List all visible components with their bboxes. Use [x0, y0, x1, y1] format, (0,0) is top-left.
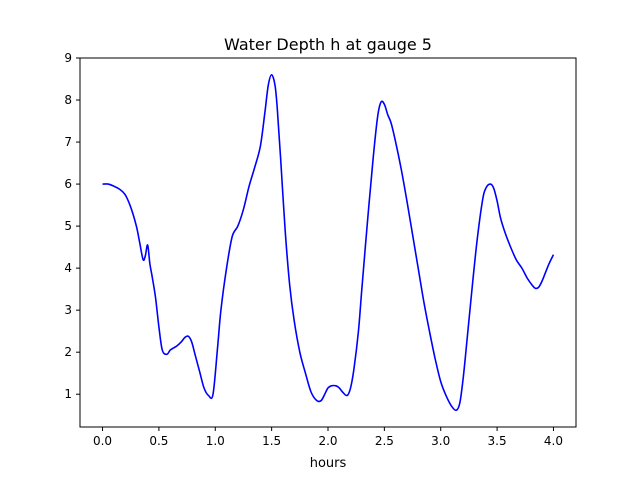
x-tick-label: 4.0: [544, 434, 563, 448]
y-tick-label: 9: [64, 51, 72, 65]
x-tick-label: 2.5: [375, 434, 394, 448]
y-tick-label: 5: [64, 219, 72, 233]
y-tick-label: 6: [64, 177, 72, 191]
x-axis-label: hours: [310, 456, 347, 471]
x-tick-label: 3.5: [488, 434, 507, 448]
x-tick-label: 0.5: [149, 434, 168, 448]
y-tick-label: 2: [64, 345, 72, 359]
x-tick-label: 3.0: [431, 434, 450, 448]
y-tick-label: 4: [64, 261, 72, 275]
x-tick-label: 1.0: [206, 434, 225, 448]
x-tick-label: 1.5: [262, 434, 281, 448]
x-tick-label: 2.0: [318, 434, 337, 448]
chart-title: Water Depth h at gauge 5: [224, 35, 432, 54]
y-tick-label: 3: [64, 303, 72, 317]
y-tick-label: 1: [64, 387, 72, 401]
x-tick-label: 0.0: [93, 434, 112, 448]
series-layer: [102, 74, 555, 412]
y-tick-label: 8: [64, 93, 72, 107]
y-tick-label: 7: [64, 135, 72, 149]
plot-area-frame: [79, 57, 577, 428]
series-line-0: [102, 74, 555, 412]
axis-ticks: 0.0 0.5 1.0 1.5 2.0 2.5 3.0 3.5 4.0 1 2 3 4 5 6 7 8 9: [64, 51, 563, 448]
